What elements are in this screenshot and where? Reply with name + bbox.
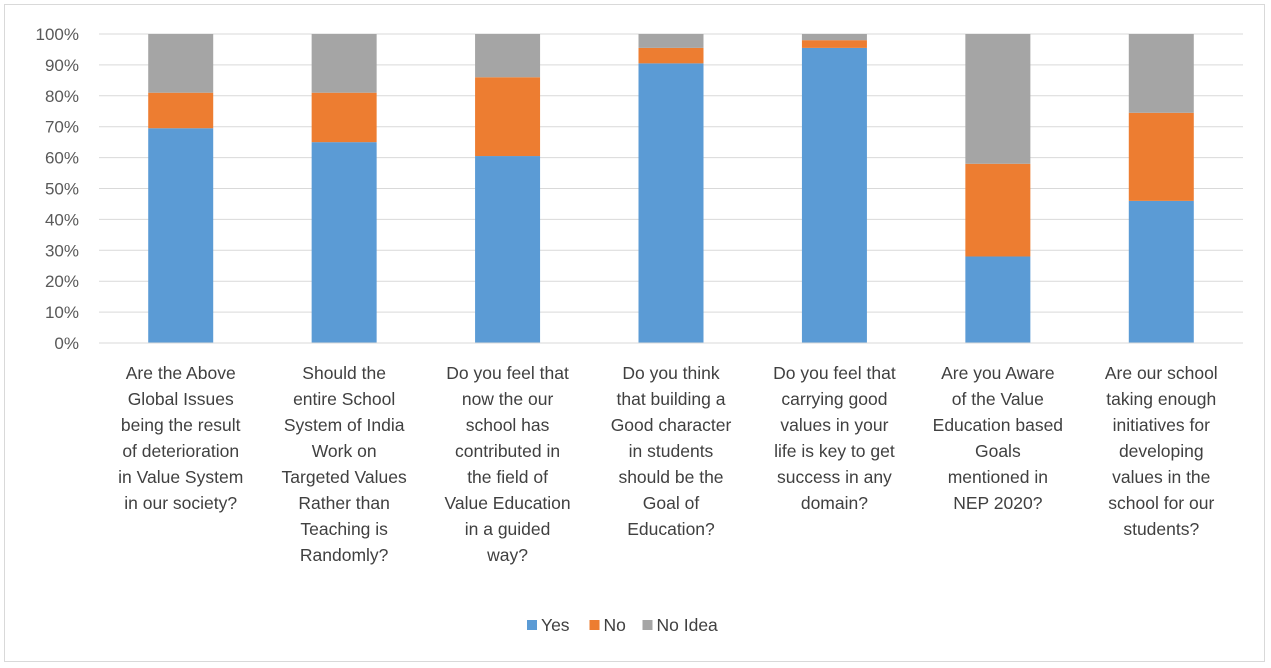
y-tick-label: 60% bbox=[45, 149, 79, 168]
y-axis: 0% 10% 20% 30% 40% 50% 60% 70% 80% 90% 100% bbox=[36, 25, 79, 353]
bar-segment-no-idea bbox=[638, 34, 704, 48]
x-category-label: Are the Above Global Issues being the resu… bbox=[118, 363, 243, 513]
x-category-label: Do you feel that carrying good values in y… bbox=[773, 363, 896, 513]
bar-segment-yes bbox=[801, 47, 867, 343]
y-tick-label: 40% bbox=[45, 210, 79, 229]
y-tick-label: 100% bbox=[36, 25, 79, 44]
bar-segment-yes bbox=[311, 142, 377, 343]
bar-segment-no bbox=[638, 47, 704, 64]
x-axis: Are the Above Global Issues being the resu… bbox=[99, 342, 1243, 565]
y-tick-label: 80% bbox=[45, 87, 79, 106]
bar-segment-no-idea bbox=[311, 34, 377, 93]
y-tick-label: 30% bbox=[45, 241, 79, 260]
bar-segment-yes bbox=[965, 256, 1031, 343]
legend-label: No Idea bbox=[657, 615, 719, 635]
bar-segment-yes bbox=[1128, 200, 1194, 343]
y-tick-label: 70% bbox=[45, 118, 79, 137]
legend-swatch-yes bbox=[527, 620, 537, 630]
bars bbox=[148, 34, 1194, 343]
legend-label: No bbox=[604, 615, 626, 635]
legend-swatch-no-idea bbox=[642, 620, 653, 630]
bar-segment-no bbox=[148, 92, 214, 129]
y-tick-label: 20% bbox=[45, 272, 79, 291]
legend: Yes No No Idea bbox=[527, 615, 718, 635]
bar-segment-no-idea bbox=[475, 34, 541, 78]
bar-segment-no-idea bbox=[801, 34, 867, 41]
bar-segment-no bbox=[801, 40, 867, 48]
bar-segment-yes bbox=[475, 156, 541, 343]
bar-segment-no bbox=[475, 77, 541, 157]
bar-segment-no bbox=[965, 163, 1031, 257]
x-category-label: Should the entire School System of India Wo… bbox=[282, 363, 407, 565]
chart-frame bbox=[4, 4, 1265, 662]
x-category-label: Do you feel that now the our school has con… bbox=[444, 363, 570, 565]
x-category-label: Do you think that building a Good characte… bbox=[611, 363, 732, 539]
bar-segment-no bbox=[311, 92, 377, 143]
y-tick-label: 0% bbox=[54, 334, 79, 353]
bar-segment-no-idea bbox=[1128, 34, 1194, 113]
bar-segment-no bbox=[1128, 112, 1194, 201]
legend-label: Yes bbox=[541, 615, 570, 635]
bar-segment-yes bbox=[148, 128, 214, 343]
bar-segment-no-idea bbox=[965, 34, 1031, 164]
x-category-label: Are our school taking enough initiatives f… bbox=[1105, 363, 1218, 539]
bar-segment-yes bbox=[638, 63, 704, 343]
y-tick-label: 50% bbox=[45, 180, 79, 199]
y-tick-label: 90% bbox=[45, 56, 79, 75]
bar-segment-no-idea bbox=[148, 34, 214, 93]
x-category-label: Are you Aware of the Value Education based… bbox=[933, 363, 1063, 513]
y-tick-label: 10% bbox=[45, 303, 79, 322]
legend-swatch-no bbox=[589, 620, 600, 630]
